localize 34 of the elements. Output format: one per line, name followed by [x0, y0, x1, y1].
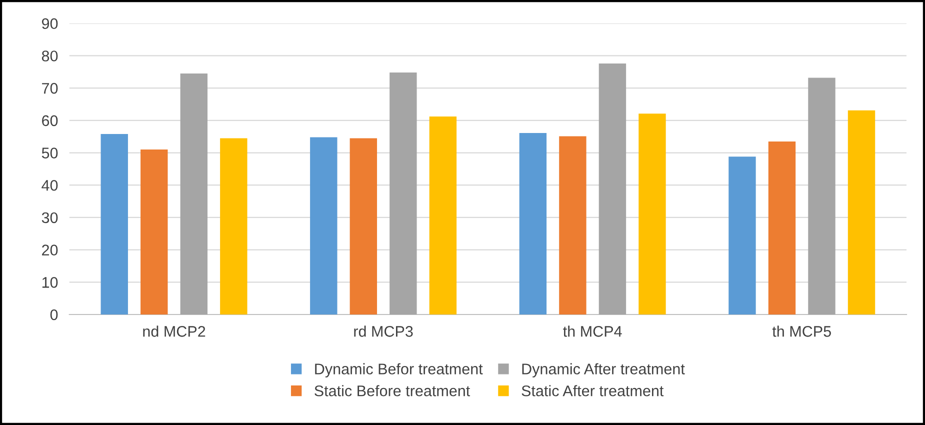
x-tick-label: rd MCP3: [354, 326, 413, 337]
y-tick-label: 80: [42, 50, 58, 62]
legend-label: Dynamic After treatment: [522, 363, 685, 378]
legend-label: Static After treatment: [522, 385, 664, 396]
bar: [220, 138, 248, 314]
x-tick-label: th MCP5: [772, 326, 831, 337]
bar: [848, 110, 876, 314]
bar: [390, 72, 417, 314]
y-tick-label: 10: [42, 277, 58, 288]
y-tick-label: 0: [50, 309, 58, 320]
bar: [519, 133, 547, 314]
bar: [728, 156, 756, 314]
bar: [559, 136, 586, 314]
y-tick-label: 30: [42, 212, 58, 224]
legend-label: Static Before treatment: [314, 385, 470, 396]
bar: [598, 63, 626, 314]
y-tick-label: 50: [42, 148, 58, 158]
y-tick-label: 90: [42, 18, 58, 30]
y-tick-label: 40: [42, 180, 58, 191]
bar: [100, 134, 128, 314]
bar: [310, 137, 338, 314]
y-tick-label: 20: [42, 244, 58, 256]
y-tick-label: 60: [42, 115, 58, 126]
legend-label: Dynamic Befor treatment: [315, 363, 483, 378]
bar: [350, 138, 378, 314]
bar: [638, 114, 666, 314]
bar: [768, 141, 796, 314]
bar: [140, 150, 168, 314]
x-tick-label: nd MCP2: [143, 326, 206, 337]
bar: [180, 74, 208, 314]
x-tick-label: th MCP4: [563, 326, 622, 337]
bar: [429, 116, 457, 314]
y-tick-label: 70: [42, 82, 58, 94]
bar: [808, 78, 836, 314]
